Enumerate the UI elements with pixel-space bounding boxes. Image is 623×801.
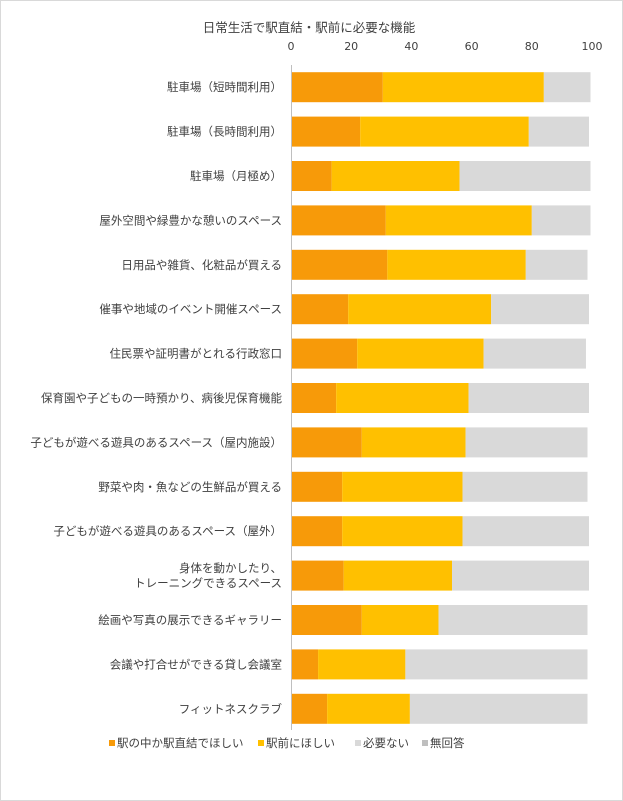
bar-segment-series-2: [409, 693, 588, 724]
x-tick-label: 0: [288, 40, 295, 53]
legend-swatch: [355, 740, 361, 746]
bar-segment-series-0: [291, 205, 386, 236]
chart-title: 日常生活で駅直結・駅前に必要な機能: [203, 20, 416, 35]
category-label: 会議や打合せができる貸し会議室: [110, 657, 282, 671]
category-label: 保育園や子どもの一時預かり、病後児保育機能: [41, 391, 283, 405]
bar-segment-series-0: [291, 427, 362, 458]
legend-label: 駅の中か駅直結でほしい: [117, 736, 244, 750]
bar-segment-series-0: [291, 560, 344, 591]
x-tick-label: 80: [525, 40, 539, 53]
bar-segment-series-1: [348, 294, 492, 325]
bar-segment-series-0: [291, 249, 388, 280]
category-label: 日用品や雑貨、化粧品が買える: [121, 258, 282, 272]
category-label: 催事や地域のイベント開催スペース: [99, 302, 282, 316]
bar-segment-series-0: [291, 693, 328, 724]
x-tick-label: 60: [465, 40, 479, 53]
bar-segment-series-2: [491, 294, 589, 325]
bar-segment-series-2: [452, 560, 589, 591]
category-label: 子どもが遊べる遊具のあるスペース（屋外）: [53, 524, 282, 538]
category-label: 駐車場（長時間利用）: [167, 125, 282, 139]
bar-segment-series-2: [465, 427, 588, 458]
bar-segment-series-0: [291, 383, 337, 413]
bar-segment-series-1: [385, 205, 532, 236]
legend-swatch: [109, 740, 115, 746]
bar-segment-series-2: [528, 116, 589, 147]
bar-segment-series-1: [342, 471, 463, 502]
bars: [291, 72, 591, 724]
legend-swatch: [422, 740, 428, 746]
bar-segment-series-1: [361, 605, 439, 635]
bar-segment-series-2: [468, 383, 589, 413]
bar-segment-series-2: [531, 205, 591, 236]
category-label: 駐車場（月極め）: [190, 169, 282, 183]
bar-segment-series-0: [291, 161, 332, 191]
category-label: 屋外空間や緑豊かな憩いのスペース: [99, 213, 282, 227]
legend-label: 必要ない: [363, 736, 409, 750]
bar-segment-series-1: [382, 72, 544, 103]
bar-segment-series-0: [291, 649, 319, 680]
category-label: トレーニングできるスペース: [134, 576, 282, 590]
bar-segment-series-2: [459, 161, 591, 191]
category-label: 野菜や肉・魚などの生鮮品が買える: [98, 480, 282, 494]
category-label: 絵画や写真の展示できるギャラリー: [98, 613, 282, 627]
bar-segment-series-2: [462, 471, 588, 502]
x-tick-label: 20: [344, 40, 358, 53]
category-label: フィットネスクラブ: [179, 702, 283, 716]
bar-segment-series-2: [543, 72, 591, 103]
bar-segment-series-0: [291, 116, 361, 147]
category-label: 住民票や証明書がとれる行政窓口: [110, 347, 283, 361]
bar-segment-series-1: [343, 560, 453, 591]
bar-segment-series-0: [291, 605, 362, 635]
category-label: 子どもが遊べる遊具のあるスペース（屋内施設）: [30, 435, 282, 449]
category-label: 駐車場（短時間利用）: [167, 80, 282, 94]
bar-segment-series-0: [291, 516, 343, 547]
bar-segment-series-1: [357, 338, 484, 369]
x-tick-label: 100: [582, 40, 603, 53]
bar-segment-series-1: [342, 516, 463, 547]
bar-segment-series-1: [360, 116, 529, 147]
bar-segment-series-0: [291, 294, 349, 325]
bar-segment-series-2: [405, 649, 588, 680]
bar-segment-series-2: [483, 338, 586, 369]
bar-segment-series-0: [291, 72, 383, 103]
legend-label: 駅前にほしい: [266, 736, 335, 750]
bar-segment-series-1: [331, 161, 460, 191]
bar-segment-series-1: [387, 249, 526, 280]
bar-segment-series-1: [361, 427, 466, 458]
bar-segment-series-1: [318, 649, 406, 680]
bar-segment-series-2: [462, 516, 589, 547]
bar-segment-series-1: [336, 383, 469, 413]
x-tick-label: 40: [404, 40, 418, 53]
bar-segment-series-1: [327, 693, 410, 724]
category-label: 身体を動かしたり、: [179, 561, 282, 575]
bar-segment-series-0: [291, 338, 358, 369]
bar-segment-series-0: [291, 471, 343, 502]
bar-segment-series-2: [438, 605, 588, 635]
x-tick-labels: 0 20 40 60 80 100: [288, 40, 603, 53]
legend: 駅の中か駅直結でほしい 駅前にほしい 必要ない 無回答: [109, 736, 465, 750]
legend-swatch: [258, 740, 264, 746]
legend-label: 無回答: [430, 736, 465, 750]
bar-segment-series-2: [525, 249, 588, 280]
category-labels: 駐車場（短時間利用） 駐車場（長時間利用） 駐車場（月極め） 屋外空間や緑豊かな憩いの…: [30, 80, 282, 716]
